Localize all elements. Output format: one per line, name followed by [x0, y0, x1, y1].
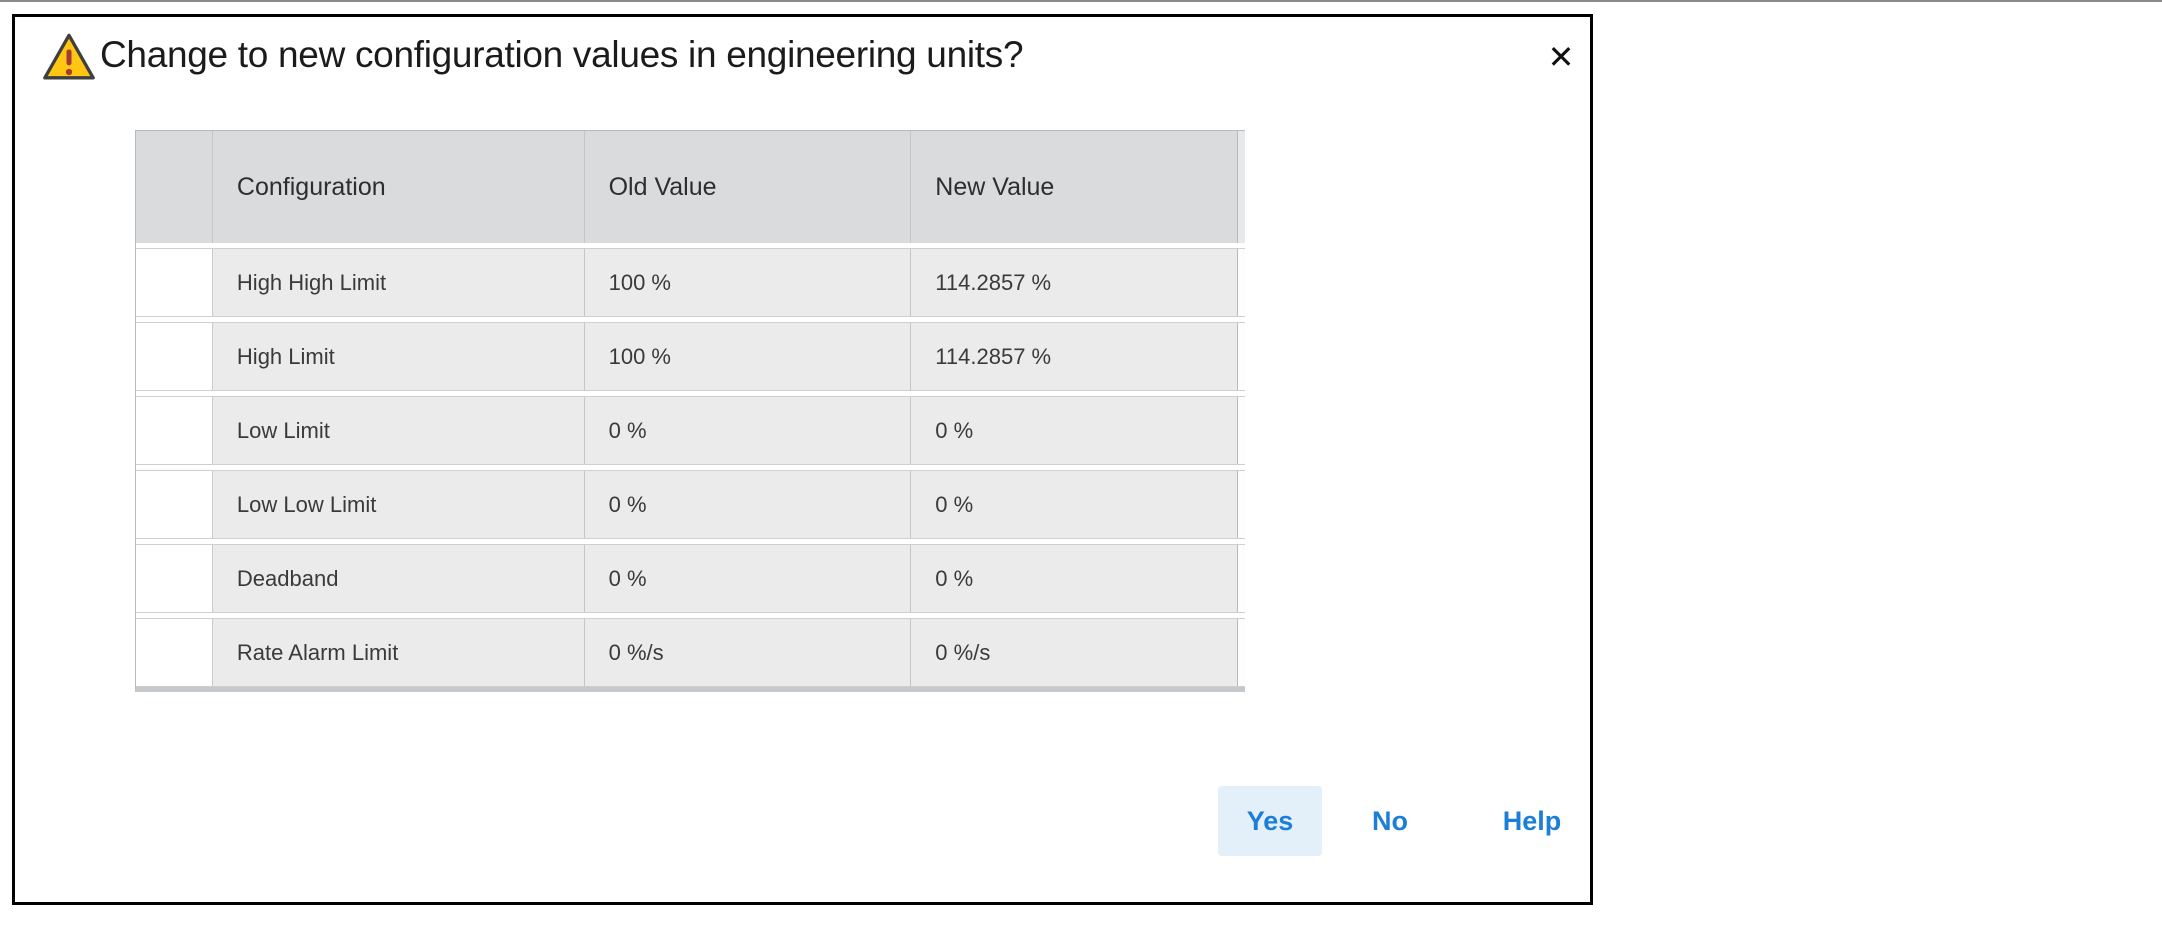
cell-configuration: High Limit: [212, 323, 584, 390]
cell-old-value: 0 %/s: [583, 619, 911, 686]
cell-old-value: 0 %: [583, 471, 911, 538]
dialog-title: Change to new configuration values in en…: [100, 34, 1024, 75]
cell-configuration: High High Limit: [212, 249, 584, 316]
close-icon[interactable]: ✕: [1537, 33, 1585, 81]
cell-configuration: Low Low Limit: [212, 471, 584, 538]
cell-new-value: 0 %: [910, 471, 1237, 538]
cell-new-value: 114.2857 %: [910, 323, 1237, 390]
warning-triangle-icon: [43, 33, 95, 80]
row-right-strip: [1237, 471, 1245, 538]
row-selector-cell[interactable]: [136, 545, 213, 612]
header-old-value: Old Value: [583, 131, 911, 243]
header-right-strip: [1237, 131, 1245, 243]
help-button[interactable]: Help: [1482, 786, 1582, 856]
no-button[interactable]: No: [1355, 786, 1425, 856]
cell-new-value: 114.2857 %: [910, 249, 1237, 316]
yes-button[interactable]: Yes: [1218, 786, 1322, 856]
header-new-value: New Value: [910, 131, 1237, 243]
row-right-strip: [1237, 249, 1245, 316]
table-row[interactable]: Deadband 0 % 0 %: [136, 544, 1245, 613]
cell-new-value: 0 %: [910, 545, 1237, 612]
table-row[interactable]: High High Limit 100 % 114.2857 %: [136, 248, 1245, 317]
cell-new-value: 0 %/s: [910, 619, 1237, 686]
cell-old-value: 100 %: [583, 323, 911, 390]
table-header-row: Configuration Old Value New Value: [136, 131, 1245, 243]
configuration-table: Configuration Old Value New Value High H…: [135, 130, 1245, 692]
table-row[interactable]: Low Low Limit 0 % 0 %: [136, 470, 1245, 539]
header-selector-cell: [136, 131, 213, 243]
row-right-strip: [1237, 323, 1245, 390]
cell-configuration: Deadband: [212, 545, 584, 612]
row-right-strip: [1237, 545, 1245, 612]
top-edge-divider: [0, 0, 2162, 2]
cell-new-value: 0 %: [910, 397, 1237, 464]
cell-old-value: 100 %: [583, 249, 911, 316]
cell-old-value: 0 %: [583, 397, 911, 464]
row-selector-cell[interactable]: [136, 249, 213, 316]
table-row[interactable]: Low Limit 0 % 0 %: [136, 396, 1245, 465]
cell-configuration: Rate Alarm Limit: [212, 619, 584, 686]
header-configuration: Configuration: [212, 131, 584, 243]
row-selector-cell[interactable]: [136, 397, 213, 464]
row-right-strip: [1237, 619, 1245, 686]
row-selector-cell[interactable]: [136, 619, 213, 686]
cell-old-value: 0 %: [583, 545, 911, 612]
confirmation-dialog: Change to new configuration values in en…: [12, 14, 1593, 905]
row-selector-cell[interactable]: [136, 471, 213, 538]
table-row[interactable]: High Limit 100 % 114.2857 %: [136, 322, 1245, 391]
table-row[interactable]: Rate Alarm Limit 0 %/s 0 %/s: [136, 618, 1245, 687]
cell-configuration: Low Limit: [212, 397, 584, 464]
row-selector-cell[interactable]: [136, 323, 213, 390]
row-right-strip: [1237, 397, 1245, 464]
